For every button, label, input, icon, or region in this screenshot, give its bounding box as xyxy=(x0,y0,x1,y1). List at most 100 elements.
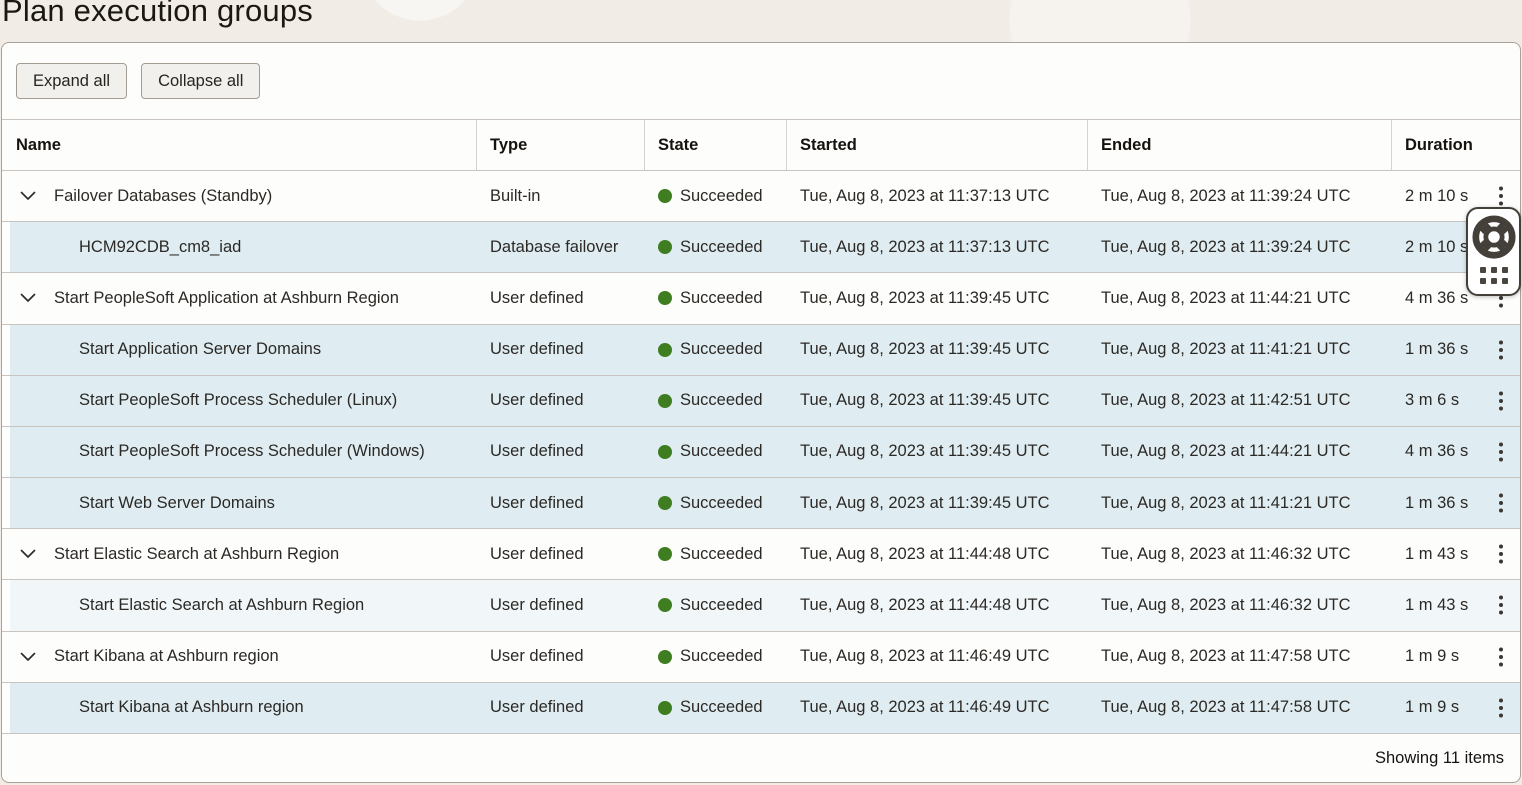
duration-label: 4 m 36 s xyxy=(1405,288,1469,307)
row-name-label: Start Elastic Search at Ashburn Region xyxy=(54,544,340,563)
cell-state: Succeeded xyxy=(645,529,787,579)
table-row-8[interactable]: Start Elastic Search at Ashburn Region U… xyxy=(2,529,1520,581)
cell-type: Built-in xyxy=(490,186,541,205)
cell-name: HCM92CDB_cm8_iad xyxy=(2,222,477,272)
cell-started: Tue, Aug 8, 2023 at 11:37:13 UTC xyxy=(800,237,1050,256)
cell-ended: Tue, Aug 8, 2023 at 11:42:51 UTC xyxy=(1101,391,1351,410)
table-row-3[interactable]: Start PeopleSoft Application at Ashburn … xyxy=(2,273,1520,325)
kebab-menu-icon[interactable] xyxy=(1492,390,1510,412)
cell-name: Start Elastic Search at Ashburn Region xyxy=(2,580,477,630)
table-row-11[interactable]: Start Kibana at Ashburn region User defi… xyxy=(2,682,1520,734)
drag-handle-icon[interactable] xyxy=(1479,267,1508,284)
cell-state: Succeeded xyxy=(645,632,787,682)
kebab-menu-icon[interactable] xyxy=(1492,339,1510,361)
chevron-down-icon[interactable] xyxy=(20,293,36,303)
row-name-label: Start PeopleSoft Process Scheduler (Linu… xyxy=(79,391,398,410)
cell-state: Succeeded xyxy=(645,273,787,323)
cell-state: Succeeded xyxy=(645,427,787,477)
state-label: Succeeded xyxy=(680,288,763,307)
state-label: Succeeded xyxy=(680,442,763,461)
table-row-7[interactable]: Start Web Server Domains User defined Su… xyxy=(2,478,1520,530)
floating-help-widget[interactable] xyxy=(1466,207,1521,296)
row-name-label: Start PeopleSoft Process Scheduler (Wind… xyxy=(79,442,425,461)
kebab-menu-icon[interactable] xyxy=(1492,441,1510,463)
cell-ended: Tue, Aug 8, 2023 at 11:41:21 UTC xyxy=(1101,340,1351,359)
status-dot-icon xyxy=(658,189,672,204)
table-row-5[interactable]: Start PeopleSoft Process Scheduler (Linu… xyxy=(2,375,1520,427)
kebab-menu-icon[interactable] xyxy=(1492,646,1510,668)
cell-name: Start Elastic Search at Ashburn Region xyxy=(2,529,477,579)
kebab-menu-icon[interactable] xyxy=(1492,185,1510,207)
kebab-menu-icon[interactable] xyxy=(1492,594,1510,616)
cell-state: Succeeded xyxy=(645,683,787,733)
state-label: Succeeded xyxy=(680,237,763,256)
table-row-6[interactable]: Start PeopleSoft Process Scheduler (Wind… xyxy=(2,426,1520,479)
duration-label: 3 m 6 s xyxy=(1405,391,1460,410)
cell-ended: Tue, Aug 8, 2023 at 11:46:32 UTC xyxy=(1101,595,1351,614)
table-row-4[interactable]: Start Application Server Domains User de… xyxy=(2,324,1520,376)
cell-started: Tue, Aug 8, 2023 at 11:39:45 UTC xyxy=(800,442,1050,461)
life-ring-icon[interactable] xyxy=(1471,214,1517,260)
expand-all-button[interactable]: Expand all xyxy=(16,63,128,99)
cell-duration: 1 m 43 s xyxy=(1392,529,1520,579)
cell-ended: Tue, Aug 8, 2023 at 11:44:21 UTC xyxy=(1101,442,1351,461)
cell-ended: Tue, Aug 8, 2023 at 11:41:21 UTC xyxy=(1101,493,1351,512)
column-header-type: Type xyxy=(477,120,645,170)
cell-started: Tue, Aug 8, 2023 at 11:44:48 UTC xyxy=(800,595,1050,614)
row-name-label: Start Elastic Search at Ashburn Region xyxy=(79,595,365,614)
status-dot-icon xyxy=(658,496,672,511)
row-name-label: Start PeopleSoft Application at Ashburn … xyxy=(54,288,399,307)
cell-type: User defined xyxy=(490,391,584,410)
cell-duration: 1 m 43 s xyxy=(1392,580,1520,630)
duration-label: 1 m 36 s xyxy=(1405,340,1469,359)
cell-type: User defined xyxy=(490,698,584,717)
cell-started: Tue, Aug 8, 2023 at 11:46:49 UTC xyxy=(800,698,1050,717)
cell-state: Succeeded xyxy=(645,376,787,426)
cell-type: User defined xyxy=(490,442,584,461)
cell-started: Tue, Aug 8, 2023 at 11:39:45 UTC xyxy=(800,288,1050,307)
chevron-down-icon[interactable] xyxy=(20,549,36,559)
state-label: Succeeded xyxy=(680,186,763,205)
duration-label: 1 m 43 s xyxy=(1405,544,1469,563)
state-label: Succeeded xyxy=(680,340,763,359)
status-dot-icon xyxy=(658,393,672,408)
cell-state: Succeeded xyxy=(645,580,787,630)
status-dot-icon xyxy=(658,547,672,562)
cell-ended: Tue, Aug 8, 2023 at 11:46:32 UTC xyxy=(1101,544,1351,563)
cell-started: Tue, Aug 8, 2023 at 11:39:45 UTC xyxy=(800,493,1050,512)
kebab-menu-icon[interactable] xyxy=(1492,697,1510,719)
cell-duration: 4 m 36 s xyxy=(1392,427,1520,477)
table-row-10[interactable]: Start Kibana at Ashburn region User defi… xyxy=(2,631,1520,683)
column-header-name: Name xyxy=(2,120,477,170)
cell-type: User defined xyxy=(490,647,584,666)
table-row-9[interactable]: Start Elastic Search at Ashburn Region U… xyxy=(2,580,1520,632)
table-row-1[interactable]: Failover Databases (Standby) Built-in Su… xyxy=(2,171,1520,223)
cell-ended: Tue, Aug 8, 2023 at 11:39:24 UTC xyxy=(1101,237,1351,256)
row-name-label: Start Kibana at Ashburn region xyxy=(79,698,304,717)
table-footer: Showing 11 items xyxy=(2,734,1520,784)
cell-type: User defined xyxy=(490,595,584,614)
column-header-ended: Ended xyxy=(1088,120,1392,170)
duration-label: 2 m 10 s xyxy=(1405,237,1469,256)
cell-duration: 2 m 10 s xyxy=(1392,171,1520,221)
table-header-row: Name Type State Started Ended Duration xyxy=(2,119,1520,171)
cell-type: Database failover xyxy=(490,237,619,256)
cell-started: Tue, Aug 8, 2023 at 11:46:49 UTC xyxy=(800,647,1050,666)
chevron-down-icon[interactable] xyxy=(20,191,36,201)
table-row-2[interactable]: HCM92CDB_cm8_iad Database failover Succe… xyxy=(2,222,1520,274)
cell-name: Start PeopleSoft Application at Ashburn … xyxy=(2,273,477,323)
cell-name: Start PeopleSoft Process Scheduler (Wind… xyxy=(2,427,477,477)
cell-started: Tue, Aug 8, 2023 at 11:39:45 UTC xyxy=(800,391,1050,410)
kebab-menu-icon[interactable] xyxy=(1492,492,1510,514)
duration-label: 1 m 9 s xyxy=(1405,647,1460,666)
showing-items-count: Showing 11 items xyxy=(1374,749,1504,768)
kebab-menu-icon[interactable] xyxy=(1492,543,1510,565)
collapse-all-button[interactable]: Collapse all xyxy=(141,63,261,99)
cell-state: Succeeded xyxy=(645,171,787,221)
chevron-down-icon[interactable] xyxy=(20,652,36,662)
state-label: Succeeded xyxy=(680,391,763,410)
page-title: Plan execution groups xyxy=(2,0,313,28)
cell-ended: Tue, Aug 8, 2023 at 11:47:58 UTC xyxy=(1101,698,1351,717)
plan-execution-groups-panel: Expand all Collapse all Name Type State … xyxy=(1,42,1521,783)
cell-type: User defined xyxy=(490,544,584,563)
